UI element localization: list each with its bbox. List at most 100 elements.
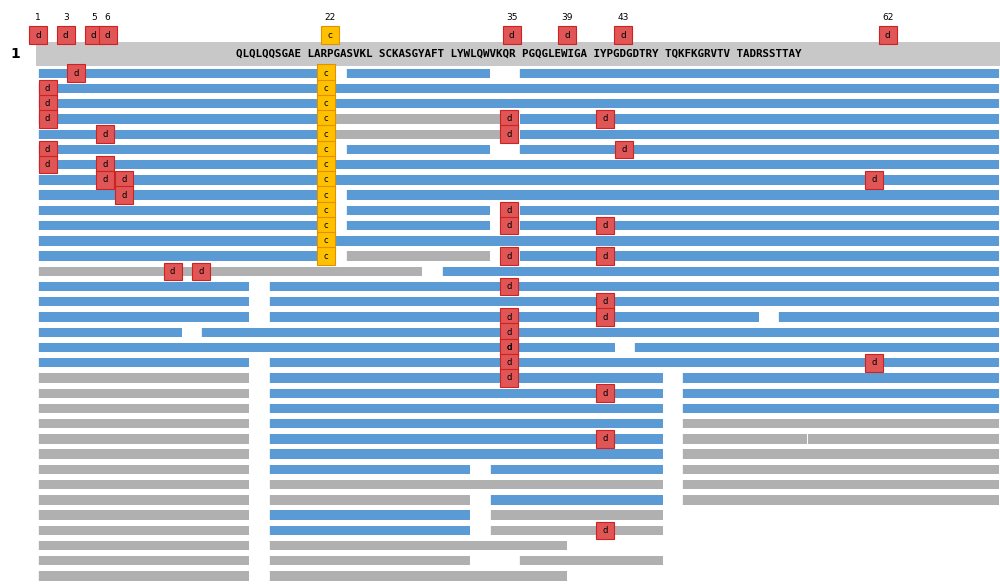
Bar <box>269 571 567 581</box>
Bar <box>38 389 249 398</box>
Bar <box>269 556 470 565</box>
FancyBboxPatch shape <box>317 80 335 97</box>
FancyBboxPatch shape <box>596 110 614 128</box>
FancyBboxPatch shape <box>317 186 335 204</box>
Bar <box>269 526 470 535</box>
Bar <box>38 358 249 367</box>
Text: c: c <box>324 160 329 169</box>
Text: 35: 35 <box>506 13 517 22</box>
Text: d: d <box>602 434 608 444</box>
FancyBboxPatch shape <box>500 369 518 387</box>
FancyBboxPatch shape <box>96 171 114 189</box>
Text: d: d <box>45 160 50 169</box>
Text: d: d <box>871 358 877 367</box>
Text: d: d <box>622 145 627 154</box>
Text: d: d <box>122 190 127 200</box>
Bar <box>38 495 249 505</box>
FancyBboxPatch shape <box>865 354 883 372</box>
Bar <box>269 510 470 520</box>
Text: d: d <box>103 130 108 139</box>
FancyBboxPatch shape <box>500 354 518 372</box>
Bar <box>269 282 999 291</box>
FancyBboxPatch shape <box>317 141 335 158</box>
Bar <box>269 373 663 383</box>
Text: d: d <box>103 175 108 185</box>
FancyBboxPatch shape <box>317 110 335 128</box>
Bar <box>38 282 249 291</box>
Text: d: d <box>170 267 175 276</box>
FancyBboxPatch shape <box>99 26 117 44</box>
Bar <box>38 297 249 306</box>
Bar <box>682 404 999 413</box>
Text: d: d <box>506 343 512 352</box>
Bar <box>326 114 518 124</box>
FancyBboxPatch shape <box>500 247 518 265</box>
Bar <box>442 267 999 276</box>
Text: 43: 43 <box>617 13 629 22</box>
Bar <box>518 556 663 565</box>
Bar <box>778 312 999 322</box>
Bar <box>38 69 326 78</box>
FancyBboxPatch shape <box>317 232 335 250</box>
FancyBboxPatch shape <box>317 64 335 82</box>
FancyBboxPatch shape <box>317 171 335 189</box>
FancyBboxPatch shape <box>39 80 57 97</box>
Bar <box>201 328 999 337</box>
FancyBboxPatch shape <box>317 125 335 143</box>
FancyBboxPatch shape <box>596 293 614 311</box>
Bar <box>269 404 663 413</box>
Text: d: d <box>506 312 512 322</box>
Bar <box>38 236 999 246</box>
Bar <box>346 190 999 200</box>
FancyBboxPatch shape <box>192 263 210 280</box>
Bar <box>38 312 249 322</box>
Bar <box>38 465 249 474</box>
Bar <box>38 419 249 428</box>
FancyBboxPatch shape <box>57 26 75 44</box>
FancyBboxPatch shape <box>596 430 614 448</box>
Text: 3: 3 <box>63 13 69 22</box>
Bar <box>682 373 999 383</box>
FancyBboxPatch shape <box>500 278 518 295</box>
Bar <box>38 145 326 154</box>
Bar <box>682 480 999 489</box>
Bar <box>38 114 326 124</box>
Text: QLQLQQSGAE LARPGASVKL SCKASGYAFT LYWLQWVKQR PGQGLEWIGA IYPGDGDTRY TQKFKGRVTV TAD: QLQLQQSGAE LARPGASVKL SCKASGYAFT LYWLQWV… <box>236 49 801 59</box>
Text: d: d <box>45 145 50 154</box>
Text: c: c <box>324 236 329 246</box>
Bar <box>38 526 249 535</box>
Bar <box>38 510 249 520</box>
Text: d: d <box>91 30 97 40</box>
Bar <box>807 434 999 444</box>
Text: d: d <box>506 373 512 383</box>
FancyBboxPatch shape <box>164 263 182 280</box>
Bar <box>38 571 249 581</box>
Bar <box>346 221 490 230</box>
FancyBboxPatch shape <box>596 247 614 265</box>
Bar <box>490 510 663 520</box>
Bar <box>682 389 999 398</box>
Text: c: c <box>324 69 329 78</box>
Text: 5: 5 <box>91 13 97 22</box>
Text: d: d <box>74 69 79 78</box>
Bar <box>490 465 663 474</box>
Bar <box>38 556 249 565</box>
Bar <box>269 297 999 306</box>
FancyBboxPatch shape <box>39 156 57 173</box>
Text: d: d <box>63 30 69 40</box>
Bar <box>38 190 326 200</box>
Bar <box>269 541 567 550</box>
Bar <box>38 130 326 139</box>
FancyBboxPatch shape <box>317 202 335 219</box>
Text: d: d <box>506 358 512 367</box>
Bar <box>346 251 490 261</box>
FancyBboxPatch shape <box>39 141 57 158</box>
Bar <box>346 145 490 154</box>
Bar <box>682 434 807 444</box>
FancyBboxPatch shape <box>317 217 335 234</box>
FancyBboxPatch shape <box>879 26 897 44</box>
Bar <box>269 389 663 398</box>
FancyBboxPatch shape <box>96 156 114 173</box>
FancyBboxPatch shape <box>85 26 103 44</box>
Bar <box>38 206 326 215</box>
